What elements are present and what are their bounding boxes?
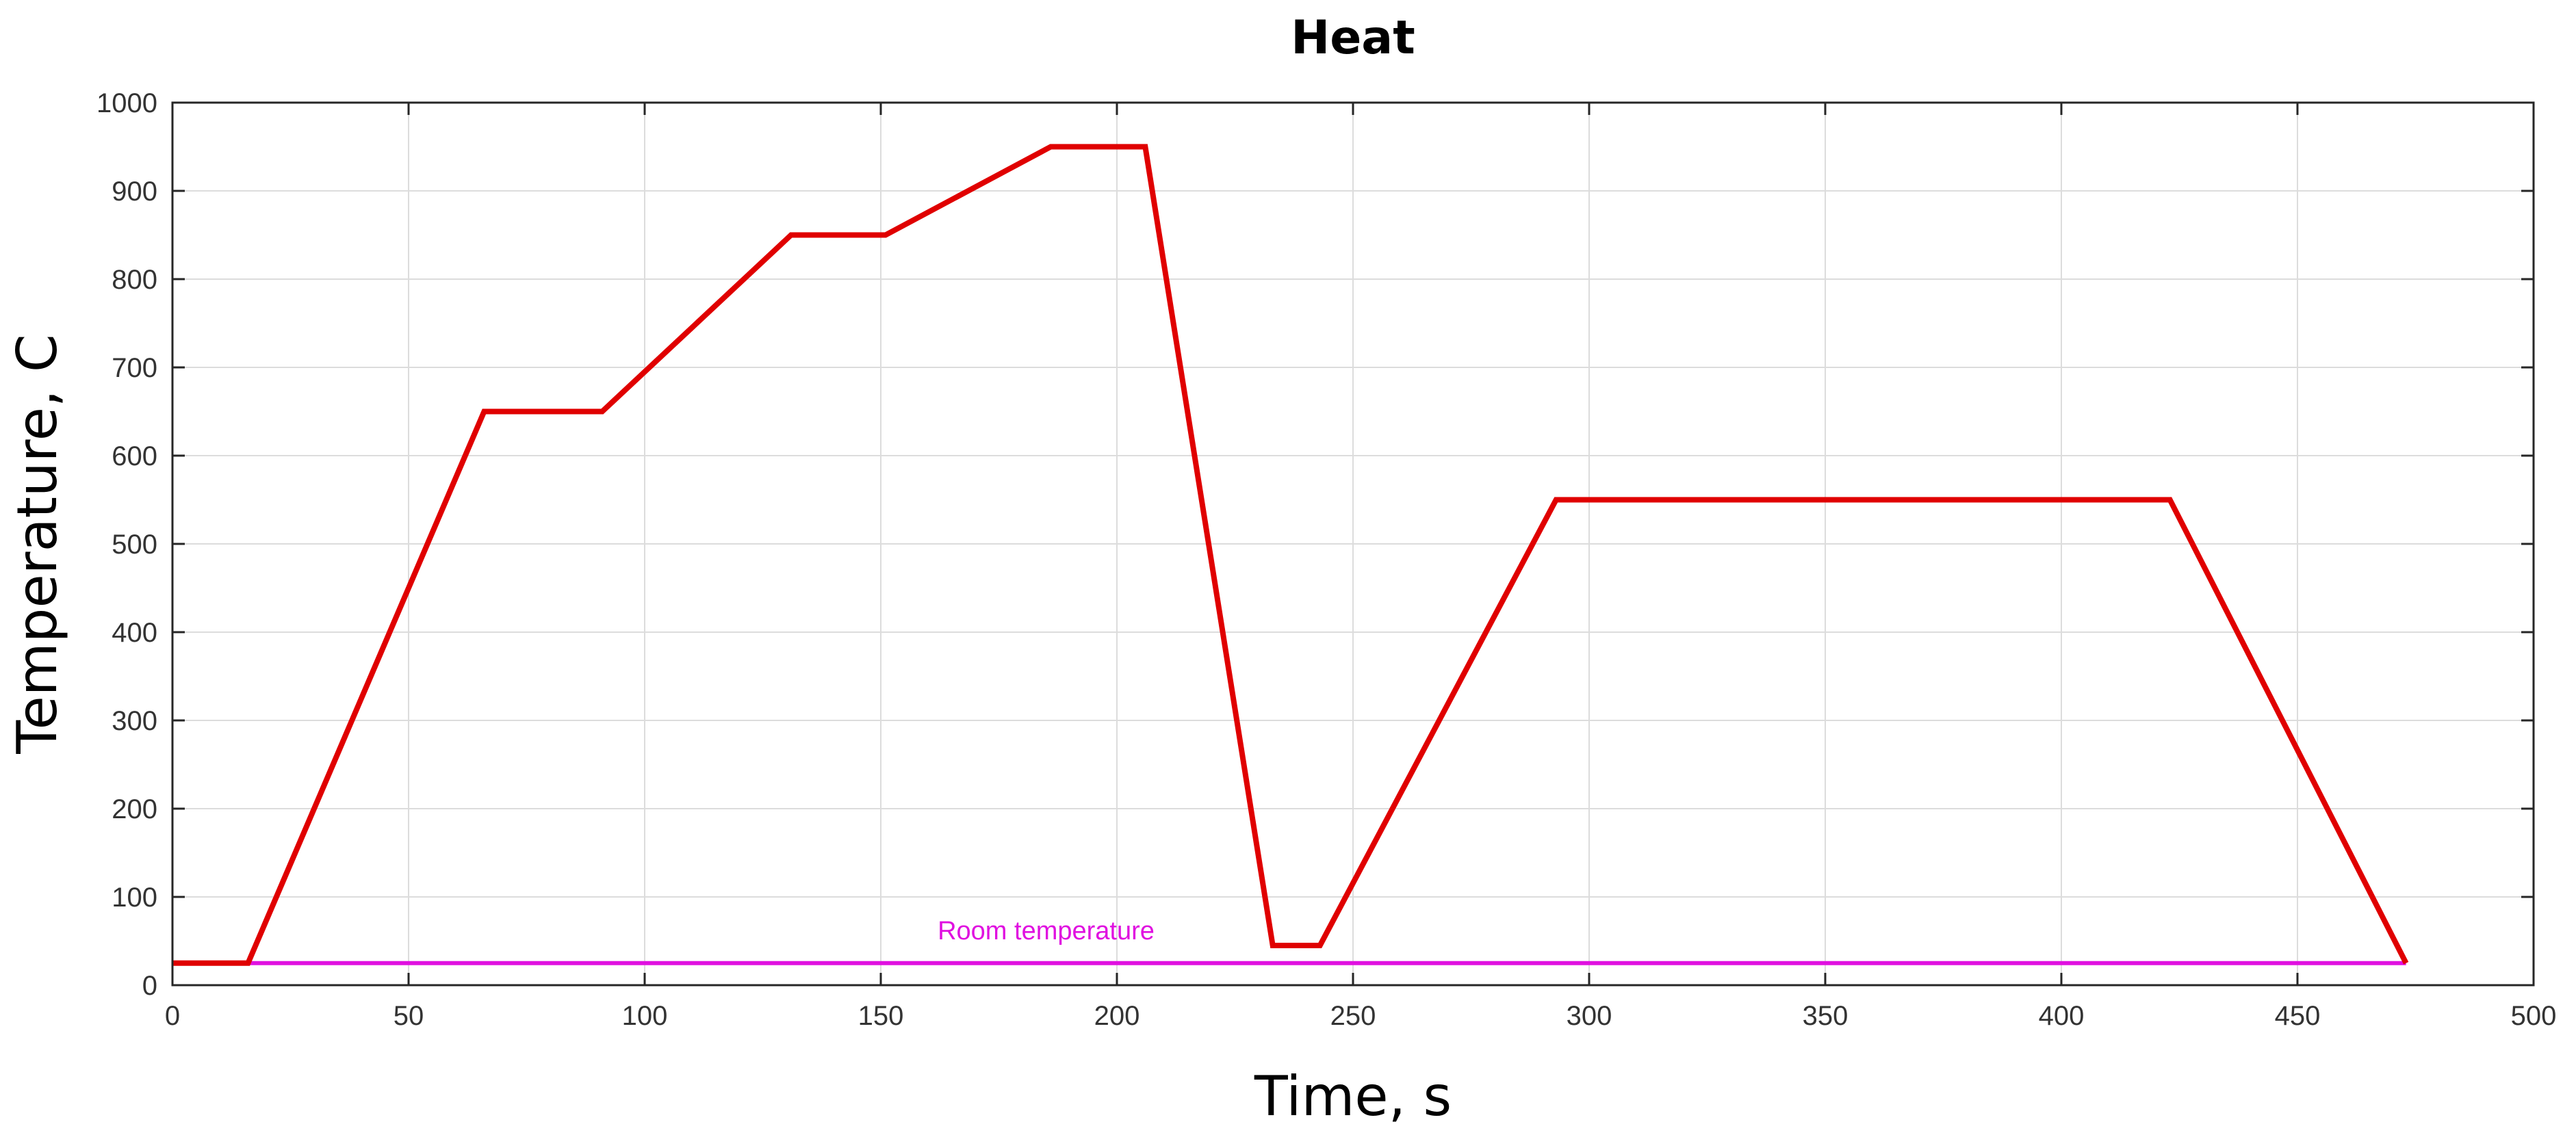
y-tick-label: 600 — [112, 441, 157, 471]
y-tick-label: 1000 — [96, 88, 157, 118]
x-tick-label: 400 — [2039, 1001, 2085, 1031]
x-tick-label: 0 — [165, 1001, 180, 1031]
x-tick-label: 450 — [2275, 1001, 2321, 1031]
x-axis-label: Time, s — [1254, 1065, 1452, 1128]
x-tick-label: 100 — [622, 1001, 668, 1031]
y-tick-label: 400 — [112, 618, 157, 648]
y-tick-label: 800 — [112, 265, 157, 295]
y-tick-label: 300 — [112, 706, 157, 736]
y-tick-label: 900 — [112, 177, 157, 207]
y-tick-label: 0 — [142, 971, 157, 1001]
x-tick-label: 300 — [1567, 1001, 1612, 1031]
y-tick-label: 500 — [112, 530, 157, 560]
ticks: 0 50 100 150 200 250 300 350 400 450 500 0 100 200 300… — [96, 88, 2556, 1031]
y-tick-label: 700 — [112, 353, 157, 383]
y-tick-label: 100 — [112, 883, 157, 913]
series-group — [172, 144, 2409, 966]
y-axis-label: Temperature, C — [5, 334, 69, 754]
chart-title: Heat — [1291, 11, 1415, 65]
annotations: Room temperature — [938, 917, 1155, 945]
grid — [172, 103, 2534, 985]
series-line-heat-profile — [172, 144, 2409, 966]
x-tick-label: 50 — [394, 1001, 424, 1031]
x-tick-label: 500 — [2511, 1001, 2557, 1031]
x-tick-label: 350 — [1803, 1001, 1849, 1031]
y-tick-label: 200 — [112, 794, 157, 824]
x-tick-label: 250 — [1330, 1001, 1376, 1031]
x-tick-label: 200 — [1094, 1001, 1140, 1031]
x-tick-label: 150 — [858, 1001, 904, 1031]
annotation-room-temperature: Room temperature — [938, 917, 1155, 945]
